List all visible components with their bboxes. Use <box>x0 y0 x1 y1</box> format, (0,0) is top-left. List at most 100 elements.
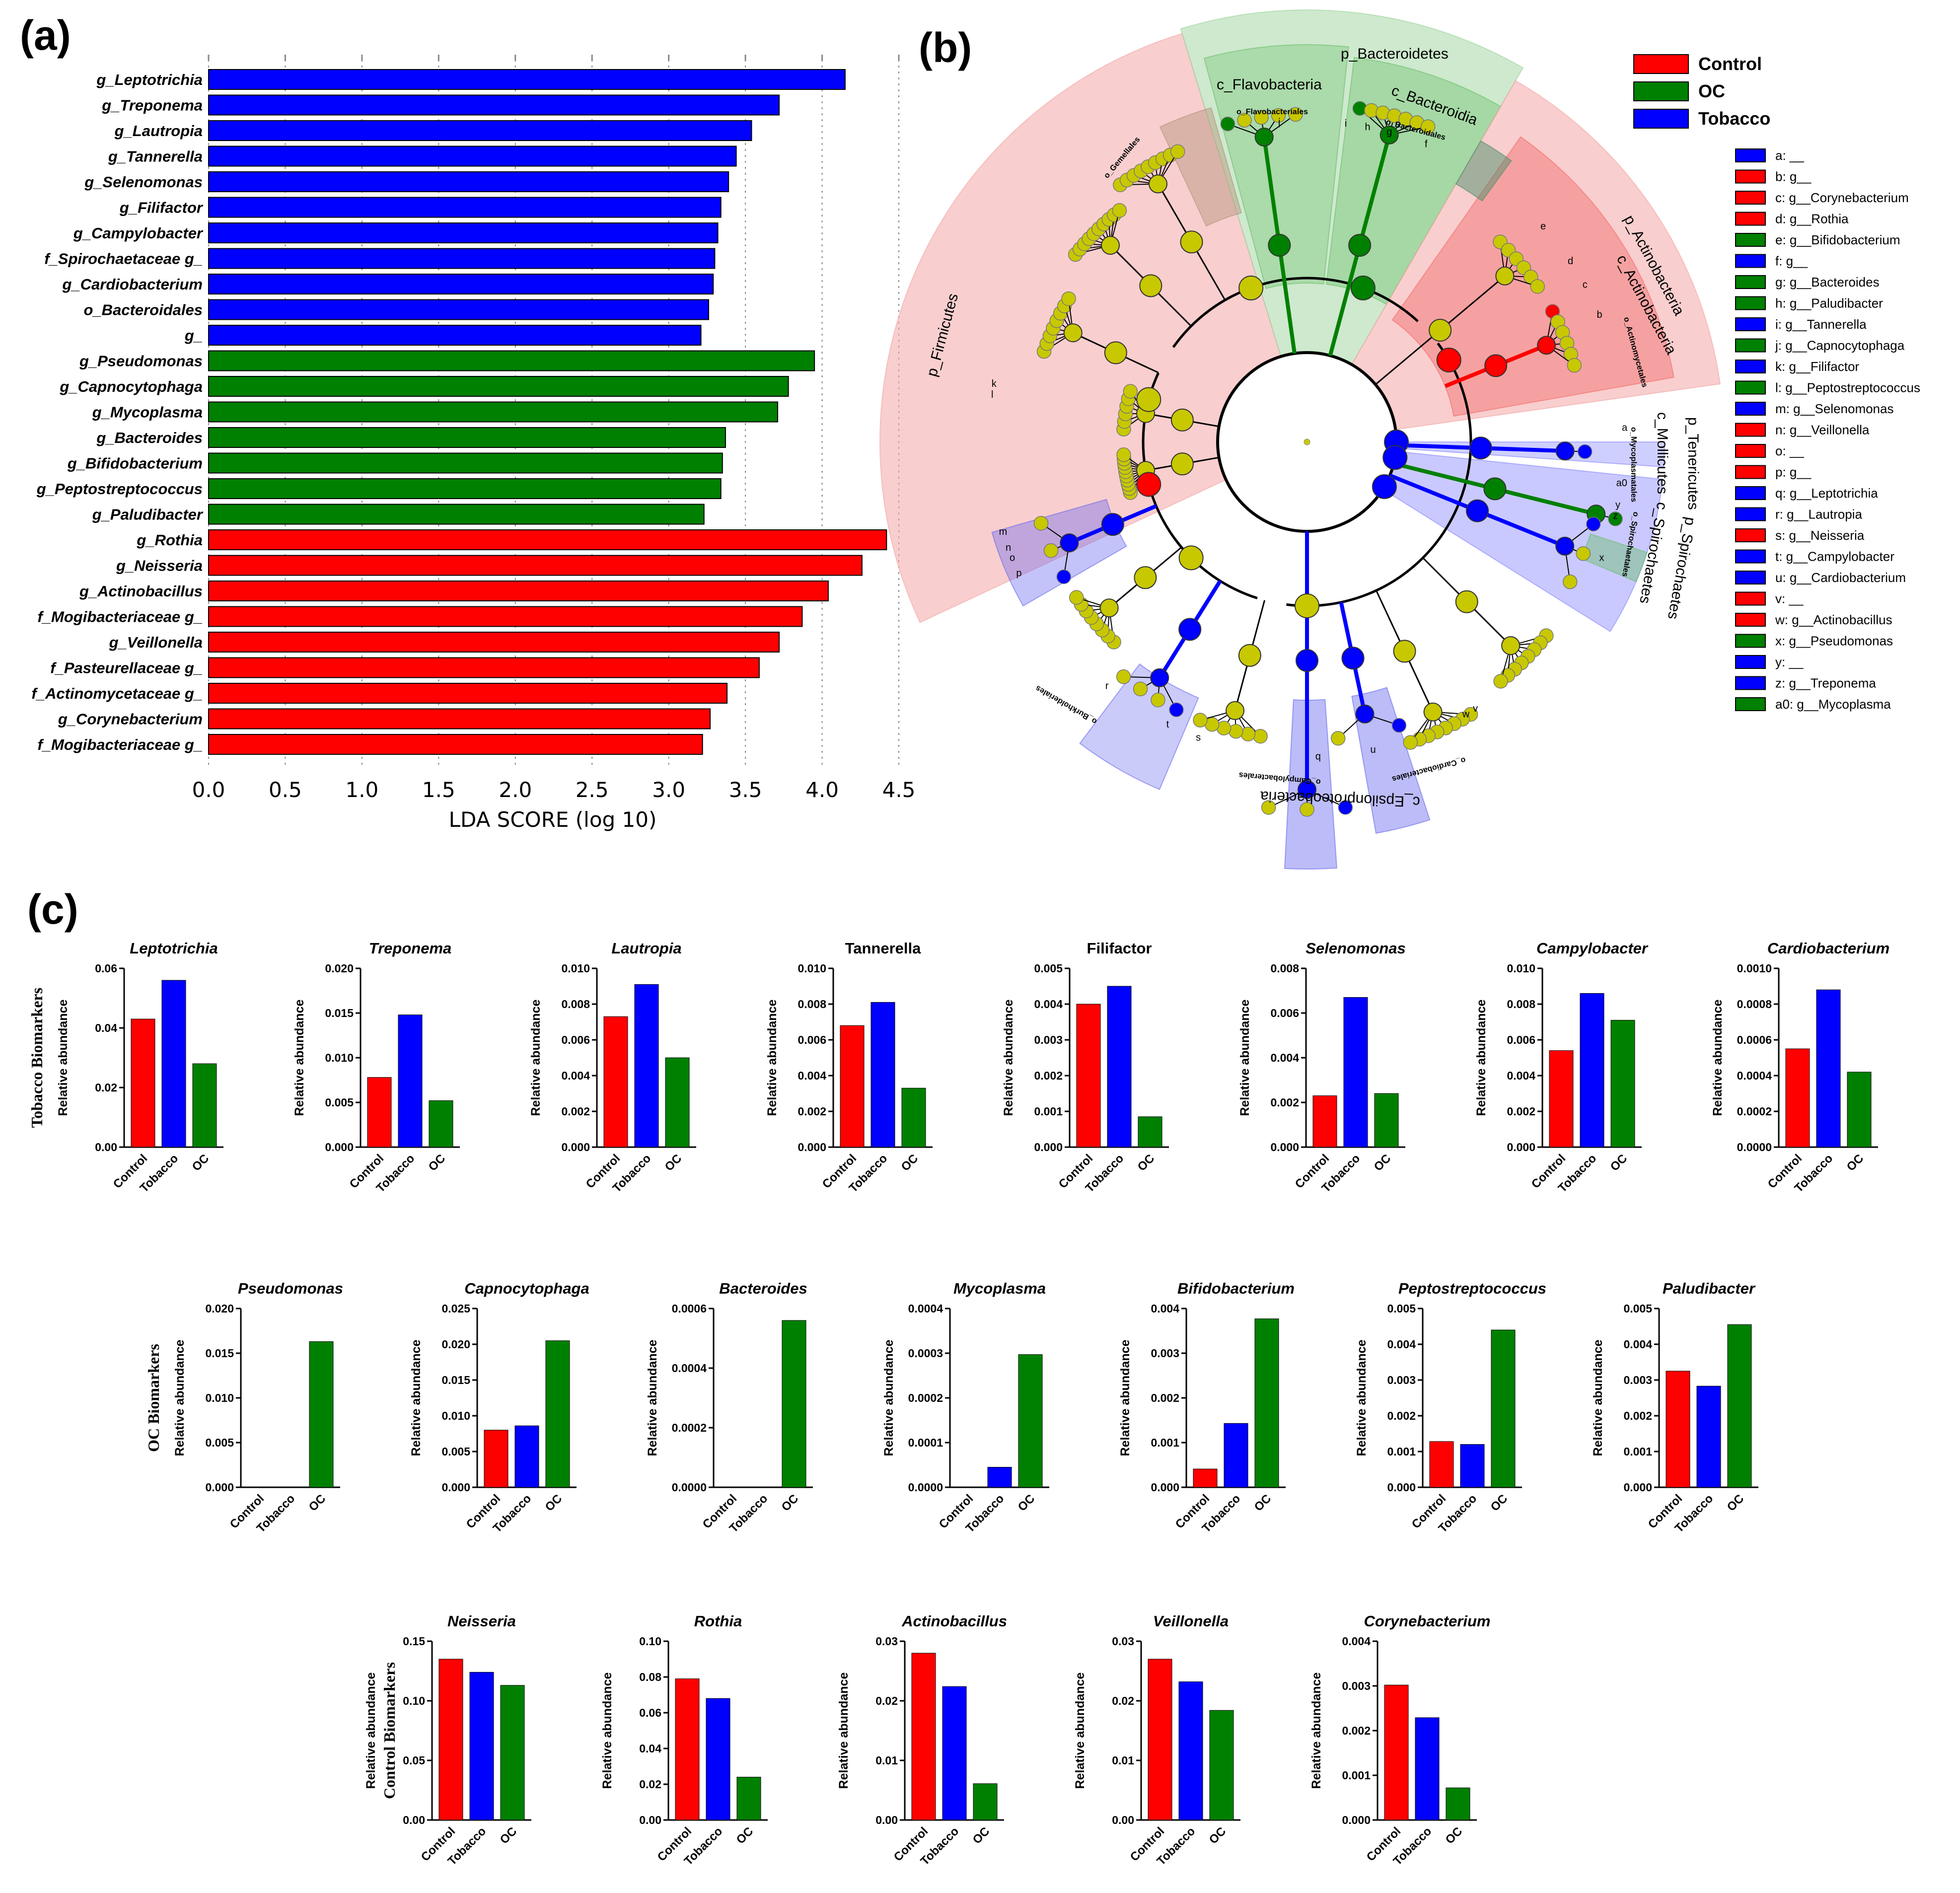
lda-bar <box>208 350 815 371</box>
small-category-label: OC <box>1725 1492 1747 1514</box>
lda-x-tick-label: 1.5 <box>422 778 455 802</box>
legend-key-swatch <box>1735 634 1766 648</box>
lda-x-tick-label: 0.0 <box>192 778 225 802</box>
tree-node <box>1178 545 1204 571</box>
small-tick-label: 0.05 <box>403 1754 425 1767</box>
small-chart: Mycoplasma 0.0000 0.0001 0.0002 0.0003 0.0004… <box>882 1280 1049 1535</box>
small-tick-label: 0.010 <box>561 962 590 975</box>
legend-swatch <box>1633 54 1689 74</box>
lda-bar <box>208 94 780 116</box>
cladogram-leaf-letter: t <box>1166 719 1169 730</box>
tree-node <box>1393 640 1416 663</box>
small-bar <box>675 1678 700 1820</box>
tree-leaf-node <box>1563 574 1578 589</box>
small-category-label: OC <box>1443 1824 1465 1847</box>
tree-leaf-node <box>1576 546 1591 561</box>
small-tick-label: 0.004 <box>798 1069 826 1082</box>
small-tick-label: 0.000 <box>205 1481 234 1494</box>
legend-key-label: f: g__ <box>1775 254 1808 269</box>
lda-x-tick-label: 4.5 <box>882 778 916 802</box>
legend-label: Control <box>1698 54 1762 74</box>
legend-key-label: z: g__Treponema <box>1775 676 1876 691</box>
tree-node <box>1455 590 1478 613</box>
legend-key-swatch <box>1735 423 1766 437</box>
cladogram-leaf-letter: p <box>1016 568 1021 579</box>
lda-bar <box>208 657 760 678</box>
legend-key-label: x: g__Pseudomonas <box>1775 634 1893 649</box>
legend-key-swatch <box>1735 528 1766 542</box>
small-bar <box>309 1341 334 1488</box>
small-tick-label: 0.005 <box>1034 962 1063 975</box>
tree-node <box>1178 618 1202 641</box>
tree-leaf-node <box>1586 516 1601 532</box>
lda-bar <box>208 632 780 653</box>
small-category-label: OC <box>306 1492 329 1514</box>
small-bar <box>161 980 186 1148</box>
small-tick-label: 0.00 <box>639 1814 661 1826</box>
small-bar <box>1384 1684 1409 1820</box>
lda-bar <box>208 146 737 167</box>
small-y-axis-title: Relative abundance <box>1355 1340 1369 1456</box>
lda-bar-label: g_Paludibacter <box>92 506 204 523</box>
small-tick-label: 0.002 <box>1270 1096 1299 1109</box>
small-bar <box>987 1467 1012 1488</box>
small-chart: Actinobacillus 0.00 0.01 0.02 0.03 Relative a… <box>837 1612 1007 1868</box>
small-bar <box>706 1698 730 1820</box>
small-y-axis-title: Relative abundance <box>1309 1673 1323 1789</box>
tree-node <box>1150 668 1169 687</box>
small-y-axis-title: Relative abundance <box>646 1340 659 1456</box>
cladogram-leaf-letter: r <box>1105 680 1109 691</box>
tree-node <box>1372 474 1397 499</box>
small-tick-label: 0.005 <box>441 1445 470 1458</box>
legend-key-swatch <box>1735 571 1766 584</box>
small-tick-label: 0.004 <box>1387 1338 1416 1351</box>
legend-key-label: i: g__Tannerella <box>1775 317 1867 332</box>
small-bar <box>603 1016 628 1148</box>
lda-bar-label: g_Rothia <box>136 531 203 549</box>
small-y-axis-title: Relative abundance <box>409 1340 423 1456</box>
lda-x-tick-label: 3.5 <box>729 778 762 802</box>
small-chart: Paludibacter 0.000 0.001 0.002 0.003 0.004 0.0… <box>1591 1280 1758 1535</box>
small-bar <box>1076 1004 1101 1148</box>
lda-bar <box>208 325 702 346</box>
tree-node <box>1134 566 1157 589</box>
small-category-label: OC <box>1207 1824 1229 1847</box>
small-chart-title: Bacteroides <box>719 1280 807 1297</box>
small-bar <box>131 1019 155 1148</box>
tree-node <box>1268 233 1291 257</box>
small-category-label: OC <box>426 1152 448 1174</box>
small-y-axis-title: Relative abundance <box>837 1673 851 1789</box>
clade-label-mycoplasmatales: o_Mycoplasmatales <box>1629 427 1638 502</box>
small-bar <box>942 1686 967 1820</box>
cladogram-leaf-letter: a0 <box>1616 478 1627 489</box>
tree-leaf-node <box>1237 113 1252 128</box>
small-tick-label: 0.000 <box>1342 1814 1371 1826</box>
tree-leaf-node <box>1338 800 1353 815</box>
small-tick-label: 0.06 <box>95 962 117 975</box>
legend-key-swatch <box>1735 148 1766 162</box>
tree-node <box>1484 354 1508 377</box>
clade-sector-pseudomonas <box>1580 533 1648 582</box>
legend-key-label: a: __ <box>1775 148 1804 163</box>
biomarker-row-label: Tobacco Biomarkers <box>28 988 46 1128</box>
tree-node <box>1104 341 1127 364</box>
tree-node <box>1238 644 1261 667</box>
small-bar <box>1785 1048 1810 1148</box>
tree-leaf-node <box>1608 511 1623 526</box>
small-tick-label: 0.0008 <box>1737 998 1772 1011</box>
tree-leaf-node <box>1033 515 1049 531</box>
small-chart: Cardiobacterium 0.0000 0.0002 0.0004 0.0006 0… <box>1711 940 1889 1195</box>
lda-bar <box>208 555 863 576</box>
small-bar <box>901 1088 926 1148</box>
legend-key-swatch <box>1735 212 1766 226</box>
small-chart: Campylobacter 0.000 0.002 0.004 0.006 0.008 0.… <box>1474 940 1649 1195</box>
small-category-label: OC <box>970 1824 993 1847</box>
lda-bar <box>208 171 729 192</box>
small-bar <box>192 1063 217 1148</box>
lda-bar-label: g_Peptostreptococcus <box>36 480 203 498</box>
legend-key-label: p: g__ <box>1775 465 1812 480</box>
small-bar <box>1018 1354 1043 1488</box>
small-chart-title: Rothia <box>694 1612 742 1630</box>
small-category-label: OC <box>662 1152 685 1174</box>
